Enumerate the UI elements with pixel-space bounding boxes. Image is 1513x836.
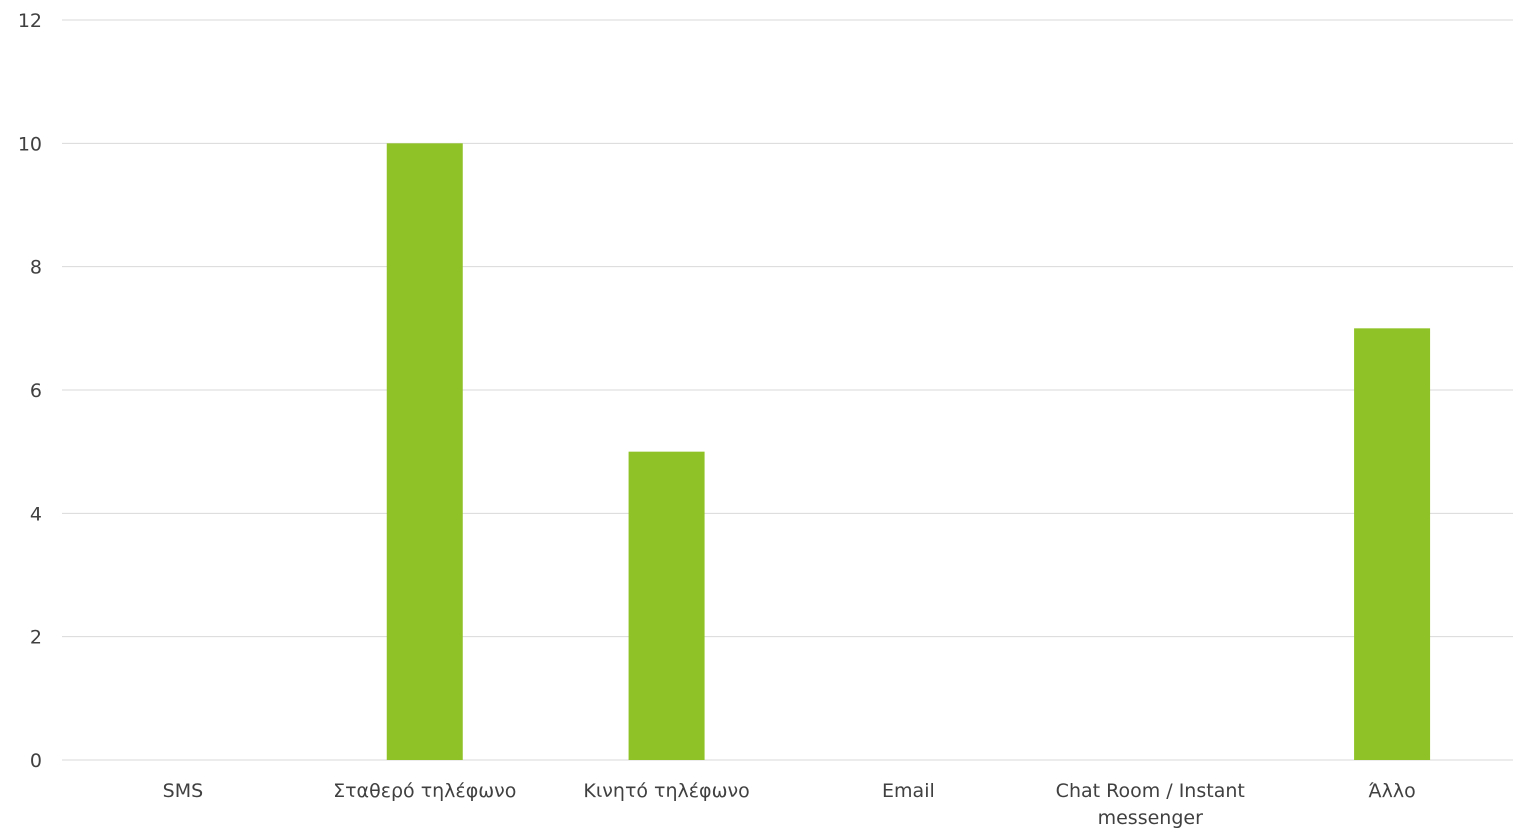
y-tick-label: 0 bbox=[30, 750, 42, 772]
y-tick-label: 6 bbox=[30, 380, 42, 402]
bar bbox=[629, 452, 705, 760]
gridlines bbox=[62, 20, 1513, 760]
x-tick-label-line: Κινητό τηλέφωνο bbox=[583, 780, 749, 802]
y-tick-label: 4 bbox=[30, 503, 42, 525]
y-tick-label: 8 bbox=[30, 257, 42, 279]
x-tick-label-line: Σταθερό τηλέφωνο bbox=[333, 780, 516, 802]
x-tick-label: Άλλο bbox=[1368, 780, 1415, 802]
x-axis-labels: SMS Σταθερό τηλέφωνο Κινητό τηλέφωνο Email C… bbox=[163, 780, 1416, 829]
y-tick-label: 10 bbox=[18, 133, 42, 155]
x-tick-label: Email bbox=[882, 780, 935, 802]
x-tick-label-line: SMS bbox=[163, 780, 204, 802]
x-tick-label: Κινητό τηλέφωνο bbox=[583, 780, 749, 802]
x-tick-label: Chat Room / Instant messenger bbox=[1056, 780, 1245, 829]
bars bbox=[387, 143, 1430, 760]
y-tick-label: 12 bbox=[18, 10, 42, 32]
bar bbox=[387, 143, 463, 760]
y-axis-ticks: 0 2 4 6 8 10 12 bbox=[18, 10, 42, 772]
x-tick-label: SMS bbox=[163, 780, 204, 802]
x-tick-label-line: Chat Room / Instant bbox=[1056, 780, 1245, 802]
x-tick-label: Σταθερό τηλέφωνο bbox=[333, 780, 516, 802]
y-tick-label: 2 bbox=[30, 627, 42, 649]
bar bbox=[1354, 328, 1430, 760]
x-tick-label-line: messenger bbox=[1098, 807, 1203, 829]
x-tick-label-line: Email bbox=[882, 780, 935, 802]
x-tick-label-line: Άλλο bbox=[1368, 780, 1415, 802]
